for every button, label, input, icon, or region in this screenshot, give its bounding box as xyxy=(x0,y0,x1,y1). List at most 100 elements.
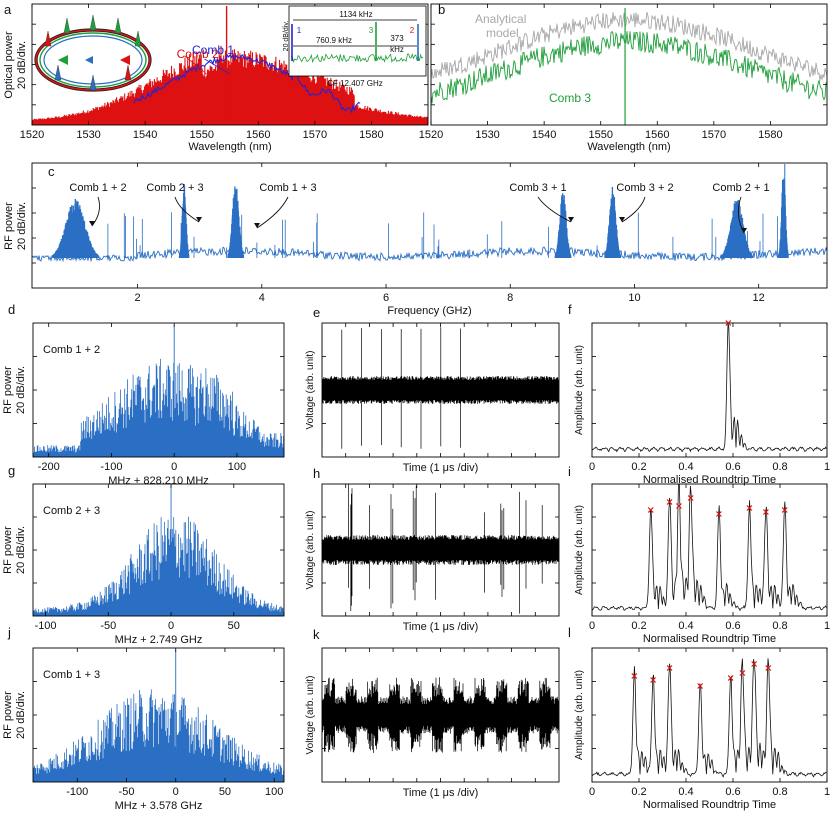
beat-note-cluster xyxy=(227,186,245,258)
panel-d: -200 -100 0 100 xyxy=(32,322,285,473)
inset-peak-label-2: 2 xyxy=(410,26,415,35)
peak-marker xyxy=(666,499,673,505)
panel-i: 0 0.2 0.4 0.6 0.8 1 xyxy=(589,483,830,632)
panel-b: 1520 1530 1540 1550 1560 1570 1580 xyxy=(419,3,828,141)
spectrum-label-d: Comb 1 + 2 xyxy=(43,344,100,356)
x-tick-label-c: 2 xyxy=(135,292,141,304)
beat-note-cluster xyxy=(554,193,572,258)
x-label-c: Frequency (GHz) xyxy=(387,305,471,317)
peak-marker xyxy=(687,495,694,501)
peak-marker xyxy=(725,320,732,326)
panel-letter-l: l xyxy=(568,625,571,640)
x-tick-label-c: 12 xyxy=(753,292,765,304)
plot-area-k xyxy=(322,677,559,753)
y-label-g: RF power xyxy=(2,526,14,574)
panel-l: 0 0.2 0.4 0.6 0.8 1 xyxy=(589,647,830,798)
rf-spectrum-d xyxy=(33,358,284,457)
x-label-a: Wavelength (nm) xyxy=(188,141,271,153)
plot-area-l xyxy=(592,658,827,778)
x-tick-label-g: 0 xyxy=(168,620,174,632)
plot-area-g xyxy=(33,486,284,616)
inset-peak-label-3: 3 xyxy=(369,26,374,35)
x-tick-label-a: 1540 xyxy=(133,129,157,141)
ring-pulse-icon xyxy=(54,64,62,81)
ring-pulse-icon xyxy=(89,74,97,91)
inset: 1134 kHz 760.9 kHz 373 kHz CF 12.407 GHz 1 3 2 2… xyxy=(283,5,427,88)
x-tick-label-l: 0 xyxy=(589,786,595,798)
y-label-e: Voltage (arb. unit) xyxy=(305,351,316,430)
peak-marker xyxy=(666,665,673,671)
beat-note-cluster xyxy=(778,178,789,258)
y-label-l: Amplitude (arb. unit) xyxy=(574,670,585,760)
x-tick-label-f: 0.6 xyxy=(725,461,740,473)
beat-note-cluster xyxy=(604,187,622,258)
annotation-arrow xyxy=(91,196,100,227)
x-tick-label-a: 1570 xyxy=(303,129,327,141)
rf-spectrum-g xyxy=(33,516,284,616)
spectrum-label-g: Comb 2 + 3 xyxy=(43,505,100,517)
ring-pulse-icon xyxy=(114,17,122,34)
panel-a: 1520 1530 1540 1550 1560 1570 1580 xyxy=(20,3,429,141)
beat-note-cluster xyxy=(51,199,100,258)
rf-noise-floor xyxy=(32,246,827,263)
x-tick-label-a: 1580 xyxy=(359,129,383,141)
panel-letter-c: c xyxy=(48,164,55,179)
analytical-model-label: Analytical xyxy=(475,12,526,26)
plot-area-i xyxy=(592,484,827,612)
x-tick-label-c: 8 xyxy=(507,292,513,304)
y-label-j: RF power xyxy=(2,691,14,739)
inset-left-label: 760.9 kHz xyxy=(316,36,352,45)
panel-letter-g: g xyxy=(8,463,15,478)
x-tick-label-g: 50 xyxy=(228,620,240,632)
annotation-arrow xyxy=(621,196,646,223)
plot-area-c xyxy=(32,164,827,263)
plot-area-d xyxy=(33,325,284,457)
panel-letter-h: h xyxy=(313,466,320,481)
x-tick-label-l: 1 xyxy=(824,786,830,798)
x-label-k: Time (1 μs /div) xyxy=(403,787,479,799)
ring-pulse-icon xyxy=(124,64,132,81)
x-tick-label-i: 0.8 xyxy=(772,620,787,632)
comb-2-label: Comb 2 xyxy=(177,47,219,61)
panel-f: 0 0.2 0.4 0.6 0.8 1 xyxy=(589,322,830,473)
x-tick-label-b: 1530 xyxy=(475,129,499,141)
inset-box xyxy=(288,5,427,77)
arrow-head-icon xyxy=(89,221,95,226)
x-label-i: Normalised Roundtrip Time xyxy=(643,633,776,645)
x-tick-label-i: 0.2 xyxy=(631,620,646,632)
x-tick-label-l: 0.4 xyxy=(678,786,693,798)
panel-j: -100 -50 0 50 100 xyxy=(32,647,285,798)
y-label-k: Voltage (arb. unit) xyxy=(305,676,316,755)
x-tick-label-f: 0.4 xyxy=(678,461,693,473)
x-tick-label-d: 100 xyxy=(228,461,246,473)
x-tick-label-b: 1570 xyxy=(702,129,726,141)
annotation-label: Comb 2 + 1 xyxy=(712,182,769,194)
plot-area-b xyxy=(431,8,827,125)
annotation-label: Comb 1 + 3 xyxy=(259,182,316,194)
inset-cf-label: CF 12.407 GHz xyxy=(327,79,383,88)
x-label-b: Wavelength (nm) xyxy=(587,141,670,153)
annotation-label: Comb 1 + 2 xyxy=(69,182,126,194)
arrow-left-icon xyxy=(58,55,68,65)
inset-right-unit: kHz xyxy=(390,45,404,54)
peak-marker xyxy=(762,509,769,515)
annotation-arrow xyxy=(256,196,289,229)
panel-g: -100 -50 0 50 xyxy=(32,483,285,632)
analytical-model-trace xyxy=(431,11,827,81)
axes-box-f xyxy=(591,322,828,458)
annotation-arrow xyxy=(537,196,572,223)
x-tick-label-f: 0.2 xyxy=(631,461,646,473)
arrow-head-icon xyxy=(254,223,260,228)
x-tick-label-l: 0.6 xyxy=(725,786,740,798)
x-tick-label-b: 1580 xyxy=(758,129,782,141)
x-tick-label-j: -100 xyxy=(66,786,88,798)
peak-marker xyxy=(676,503,682,509)
y-label-d-2: 20 dB/div. xyxy=(15,366,27,414)
ring-pulse-icon xyxy=(44,30,52,47)
peak-marker xyxy=(765,665,772,671)
annotation-arrow xyxy=(174,196,200,223)
amplitude-trace-l xyxy=(592,658,827,778)
ring-pulse-icon xyxy=(89,14,97,31)
inset-noise xyxy=(290,52,424,64)
panel-letter-f: f xyxy=(568,302,572,317)
